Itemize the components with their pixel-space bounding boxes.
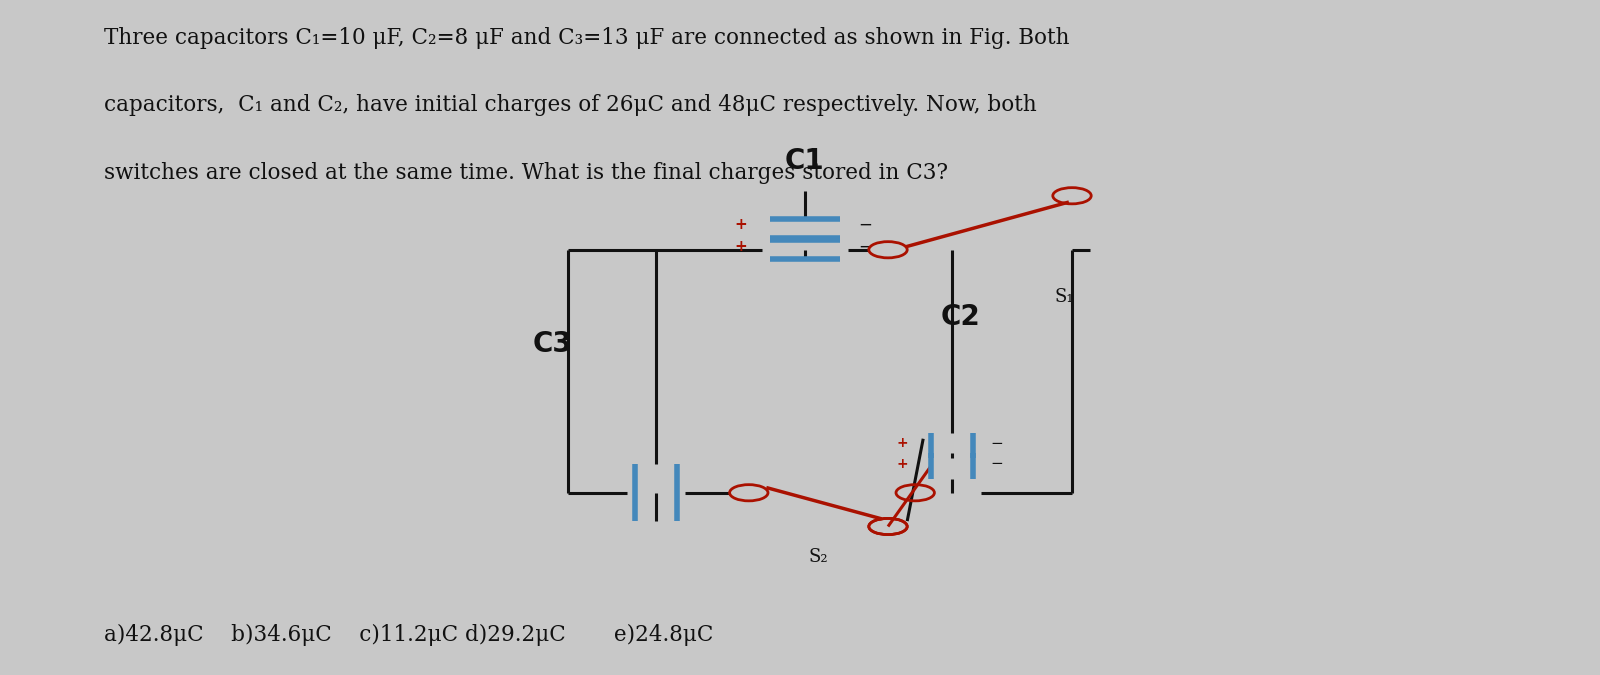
Text: switches are closed at the same time. What is the final charges stored in C3?: switches are closed at the same time. Wh…	[104, 162, 947, 184]
Text: +: +	[734, 239, 747, 254]
Text: Three capacitors C₁=10 μF, C₂=8 μF and C₃=13 μF are connected as shown in Fig. B: Three capacitors C₁=10 μF, C₂=8 μF and C…	[104, 27, 1069, 49]
Text: +: +	[734, 217, 747, 232]
Text: C2: C2	[941, 303, 979, 331]
Text: −: −	[859, 216, 872, 234]
Text: −: −	[859, 238, 872, 255]
Text: +: +	[896, 457, 909, 470]
Text: −: −	[990, 436, 1003, 451]
Text: −: −	[990, 456, 1003, 471]
Text: S₂: S₂	[808, 548, 829, 566]
Text: capacitors,  C₁ and C₂, have initial charges of 26μC and 48μC respectively. Now,: capacitors, C₁ and C₂, have initial char…	[104, 95, 1037, 117]
Text: a)42.8μC    b)34.6μC    c)11.2μC d)29.2μC       e)24.8μC: a)42.8μC b)34.6μC c)11.2μC d)29.2μC e)24…	[104, 624, 714, 647]
Text: C1: C1	[786, 146, 824, 175]
Text: +: +	[896, 437, 909, 450]
Text: S₁: S₁	[1054, 288, 1074, 306]
Text: C3: C3	[533, 330, 571, 358]
